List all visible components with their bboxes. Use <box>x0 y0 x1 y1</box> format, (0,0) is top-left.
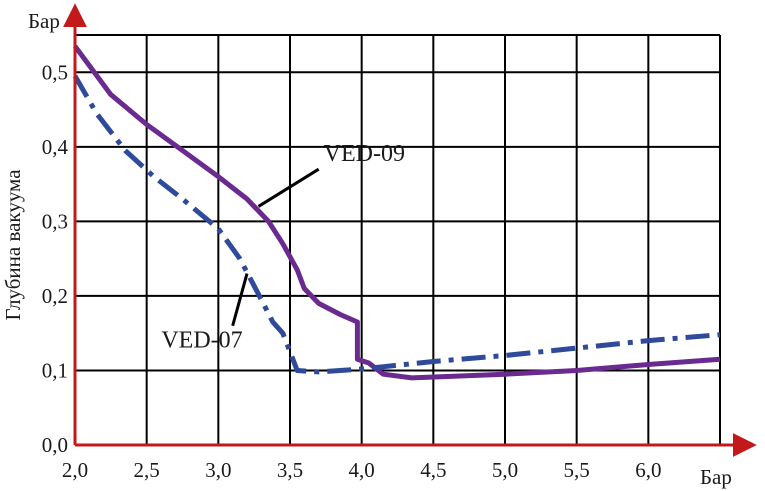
series-line-ved-07 <box>72 74 721 375</box>
annotation-label: VED-09 <box>324 141 405 167</box>
x-tick-label: 4,5 <box>420 458 446 482</box>
annotation-leader <box>231 273 249 327</box>
x-tick-label: 4,0 <box>349 458 375 482</box>
y-tick-label: 0,1 <box>42 358 68 382</box>
series-line-ved-09 <box>72 44 721 381</box>
x-tick-label: 5,0 <box>492 458 518 482</box>
y-tick-label: 0,3 <box>42 209 68 233</box>
annotation-leader <box>257 167 320 208</box>
x-tick-label: 3,0 <box>205 458 231 482</box>
curves <box>72 44 721 381</box>
y-tick-label: 0,5 <box>42 60 68 84</box>
x-tick-label: 6,0 <box>635 458 661 482</box>
annotation-label: VED-07 <box>161 328 242 354</box>
y-axis-label: Глубина вакуума <box>1 169 25 321</box>
x-tick-label: 2,5 <box>134 458 160 482</box>
y-tick-label: 0,2 <box>42 284 68 308</box>
y-tick-label: 0,0 <box>42 433 68 457</box>
x-axis-unit: Бар <box>700 465 732 489</box>
x-tick-label: 3,5 <box>277 458 303 482</box>
y-axis-unit: Бар <box>28 9 60 33</box>
x-tick-label: 2,0 <box>62 458 88 482</box>
axes <box>63 3 757 457</box>
y-tick-label: 0,4 <box>42 135 69 159</box>
annotations: VED-09 VED-07 <box>161 141 405 354</box>
tick-labels: 2,0 2,5 3,0 3,5 4,0 4,5 5,0 5,5 6,0 0,0 0,1 0,2 0,3 0… <box>42 60 662 482</box>
x-tick-label: 5,5 <box>564 458 590 482</box>
grid <box>75 34 721 445</box>
